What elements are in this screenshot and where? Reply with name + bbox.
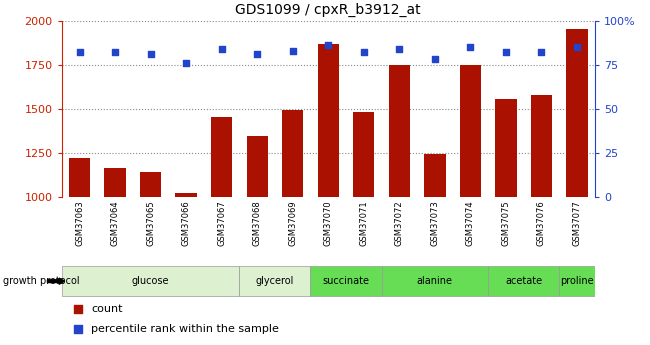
Bar	[211, 117, 232, 197]
Bar	[69, 158, 90, 197]
Point	[181, 60, 191, 66]
Point	[469, 202, 479, 208]
Point	[500, 50, 511, 55]
FancyBboxPatch shape	[488, 266, 559, 296]
FancyBboxPatch shape	[62, 266, 239, 296]
Bar	[105, 168, 125, 197]
Text: GSM37077: GSM37077	[573, 200, 582, 246]
Text: GSM37069: GSM37069	[288, 200, 297, 246]
Text: alanine: alanine	[417, 276, 453, 286]
Text: glycerol: glycerol	[255, 276, 294, 286]
Bar	[566, 29, 588, 197]
Text: GSM37068: GSM37068	[253, 200, 262, 246]
Text: count: count	[91, 304, 123, 314]
Bar	[318, 43, 339, 197]
Text: GSM37071: GSM37071	[359, 200, 369, 246]
Text: percentile rank within the sample: percentile rank within the sample	[91, 324, 279, 334]
Bar	[176, 193, 197, 197]
Point	[287, 48, 298, 53]
Bar	[460, 65, 481, 197]
Bar	[282, 110, 304, 197]
Bar	[495, 99, 517, 197]
Text: glucose: glucose	[132, 276, 170, 286]
Point	[430, 57, 440, 62]
Bar	[353, 112, 374, 197]
Text: GSM37070: GSM37070	[324, 200, 333, 246]
Bar	[140, 172, 161, 197]
Bar	[424, 155, 445, 197]
Text: proline: proline	[560, 276, 594, 286]
Bar	[531, 95, 552, 197]
Text: growth protocol: growth protocol	[3, 276, 80, 286]
FancyBboxPatch shape	[382, 266, 488, 296]
Text: GSM37063: GSM37063	[75, 200, 84, 246]
Text: GSM37075: GSM37075	[501, 200, 510, 246]
FancyBboxPatch shape	[559, 266, 595, 296]
Point	[572, 44, 582, 50]
Bar	[246, 136, 268, 197]
FancyBboxPatch shape	[311, 266, 382, 296]
Text: GSM37076: GSM37076	[537, 200, 546, 246]
Text: GSM37074: GSM37074	[466, 200, 475, 246]
Point	[359, 50, 369, 55]
Text: GSM37064: GSM37064	[111, 200, 120, 246]
Point	[110, 50, 120, 55]
Text: GSM37067: GSM37067	[217, 200, 226, 246]
Point	[216, 46, 227, 52]
Text: succinate: succinate	[322, 276, 369, 286]
FancyBboxPatch shape	[239, 266, 311, 296]
Point	[394, 46, 404, 52]
Point	[536, 50, 547, 55]
Point	[74, 50, 85, 55]
Point	[323, 42, 333, 48]
Title: GDS1099 / cpxR_b3912_at: GDS1099 / cpxR_b3912_at	[235, 3, 421, 17]
Text: GSM37066: GSM37066	[181, 200, 190, 246]
Text: GSM37065: GSM37065	[146, 200, 155, 246]
Point	[252, 51, 263, 57]
Text: acetate: acetate	[505, 276, 542, 286]
Point	[465, 44, 476, 50]
Point	[469, 23, 479, 28]
Text: GSM37072: GSM37072	[395, 200, 404, 246]
Text: GSM37073: GSM37073	[430, 200, 439, 246]
Point	[146, 51, 156, 57]
Bar	[389, 65, 410, 197]
